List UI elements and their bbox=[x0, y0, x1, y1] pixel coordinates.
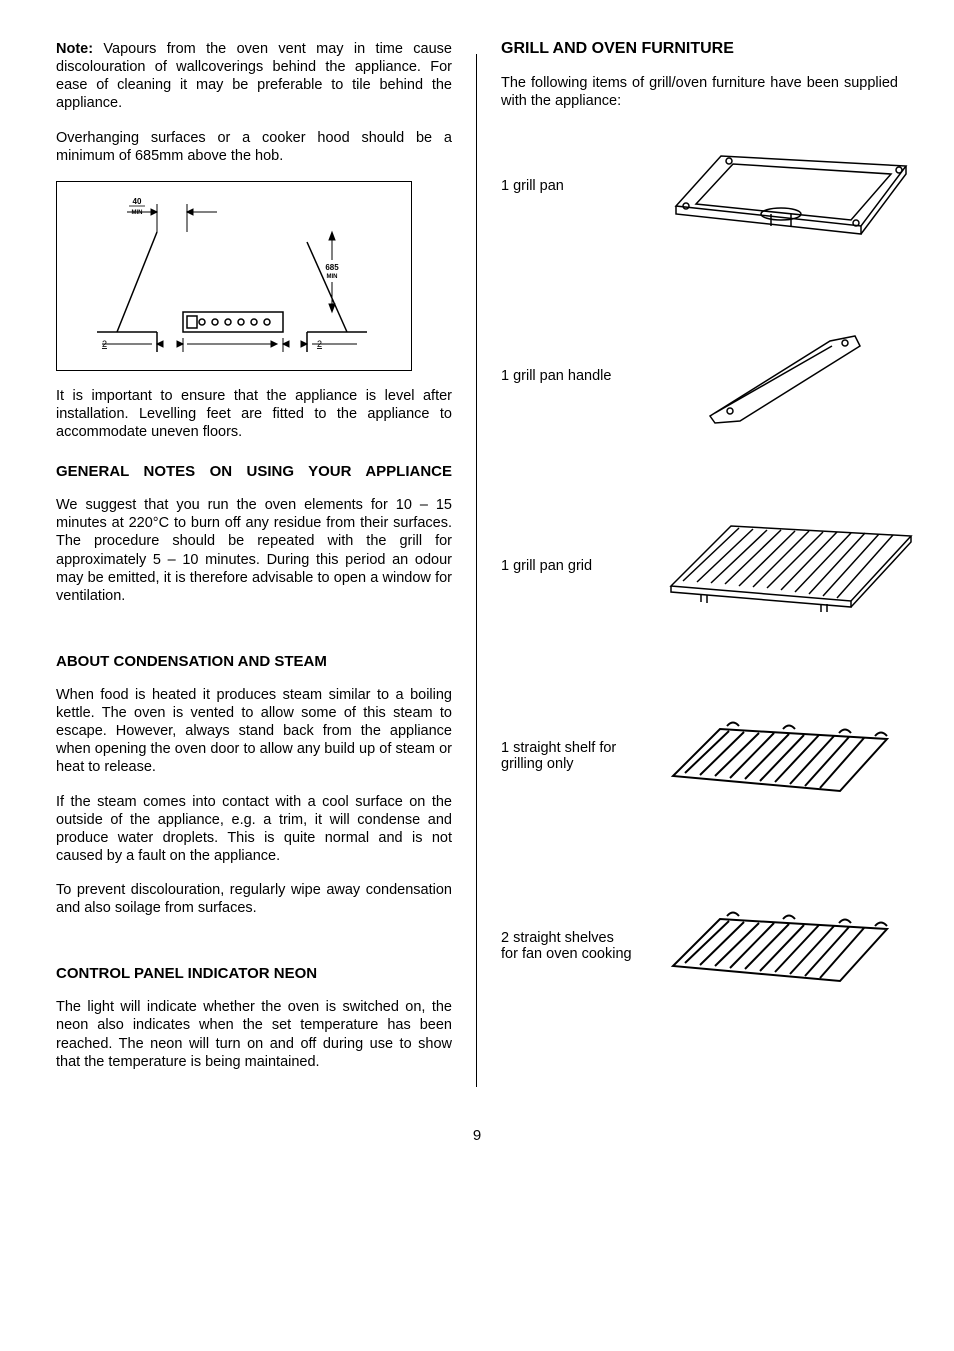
neon-heading: CONTROL PANEL INDICATOR NEON bbox=[56, 965, 452, 982]
furniture-item-grill-pan-handle: 1 grill pan handle bbox=[501, 316, 898, 436]
furniture-label: 2 straight shelves for fan oven cooking bbox=[501, 930, 661, 962]
furniture-item-grill-pan-grid: 1 grill pan grid bbox=[501, 506, 898, 626]
grill-pan-grid-icon bbox=[661, 516, 921, 616]
furniture-label: 1 grill pan handle bbox=[501, 368, 661, 384]
page-content: Note: Vapours from the oven vent may in … bbox=[0, 40, 954, 1087]
overhang-paragraph: Overhanging surfaces or a cooker hood sh… bbox=[56, 129, 452, 165]
furniture-label: 1 grill pan grid bbox=[501, 558, 661, 574]
general-notes-paragraph: We suggest that you run the oven element… bbox=[56, 496, 452, 605]
note-paragraph: Note: Vapours from the oven vent may in … bbox=[56, 40, 452, 113]
condensation-p1: When food is heated it produces steam si… bbox=[56, 686, 452, 777]
clearance-diagram: 40 MIN bbox=[56, 181, 412, 371]
grill-shelf-icon bbox=[661, 711, 898, 801]
note-text: Vapours from the oven vent may in time c… bbox=[56, 41, 452, 111]
diagram-label-min-1: MIN bbox=[132, 210, 143, 216]
grill-pan-icon bbox=[661, 126, 921, 246]
furniture-item-fan-shelves: 2 straight shelves for fan oven cooking bbox=[501, 886, 898, 1006]
neon-paragraph: The light will indicate whether the oven… bbox=[56, 998, 452, 1071]
grill-pan-handle-icon bbox=[661, 321, 898, 431]
furniture-label: 1 straight shelf for grilling only bbox=[501, 740, 661, 772]
condensation-heading: ABOUT CONDENSATION AND STEAM bbox=[56, 653, 452, 670]
fan-shelf-icon bbox=[661, 901, 898, 991]
furniture-heading: GRILL AND OVEN FURNITURE bbox=[501, 40, 898, 58]
diagram-label-min-2: MIN bbox=[327, 274, 338, 280]
diagram-label-2a: 2 bbox=[102, 339, 107, 349]
furniture-item-grill-shelf: 1 straight shelf for grilling only bbox=[501, 696, 898, 816]
furniture-intro: The following items of grill/oven furnit… bbox=[501, 74, 898, 110]
general-notes-heading: GENERAL NOTES ON USING YOUR APPLIANCE bbox=[56, 463, 452, 480]
diagram-label-685: 685 bbox=[325, 263, 339, 272]
furniture-label: 1 grill pan bbox=[501, 178, 661, 194]
right-column: GRILL AND OVEN FURNITURE The following i… bbox=[477, 40, 898, 1087]
diagram-label-40: 40 bbox=[133, 197, 142, 206]
level-paragraph: It is important to ensure that the appli… bbox=[56, 387, 452, 441]
left-column: Note: Vapours from the oven vent may in … bbox=[56, 40, 476, 1087]
condensation-p3: To prevent discolouration, regularly wip… bbox=[56, 881, 452, 917]
page-number: 9 bbox=[0, 1127, 954, 1144]
condensation-p2: If the steam comes into contact with a c… bbox=[56, 793, 452, 866]
diagram-label-2b: 2 bbox=[317, 339, 322, 349]
furniture-item-grill-pan: 1 grill pan bbox=[501, 126, 898, 246]
note-label: Note: bbox=[56, 41, 93, 57]
